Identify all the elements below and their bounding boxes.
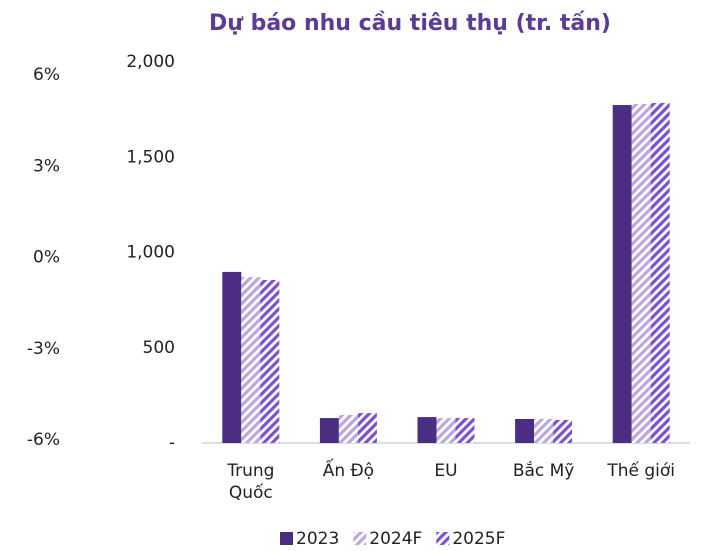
x-tick-label: EU (434, 461, 458, 481)
legend-label: 2024F (369, 529, 422, 549)
bar (357, 413, 377, 443)
bar (260, 279, 280, 443)
y2-tick-label: 3% (33, 156, 60, 176)
bar (436, 418, 456, 443)
bar (417, 417, 437, 443)
bar (553, 419, 573, 443)
bar (631, 103, 651, 443)
legend-label: 2025F (452, 529, 505, 549)
y-tick-label: 2,000 (126, 52, 175, 72)
bar (612, 105, 632, 443)
bar (338, 414, 358, 443)
y2-tick-label: -6% (27, 430, 60, 450)
y-tick-label: - (169, 433, 175, 453)
bar (650, 102, 670, 444)
y2-tick-label: -3% (27, 339, 60, 359)
chart-title: Dự báo nhu cầu tiêu thụ (tr. tấn) (209, 11, 611, 36)
bar (515, 418, 535, 443)
y-tick-label: 1,000 (126, 243, 175, 263)
bar (455, 418, 475, 443)
x-tick-label: Thế giới (607, 461, 676, 481)
bar (534, 418, 554, 443)
legend-swatch (280, 532, 293, 545)
legend-swatch (436, 532, 450, 545)
y2-tick-label: 0% (33, 248, 60, 268)
bar (319, 418, 339, 443)
y-tick-label: 500 (143, 338, 175, 358)
x-tick-label: Bắc Mỹ (512, 461, 575, 481)
bar (222, 271, 242, 443)
legend-swatch (353, 532, 367, 545)
x-tick-label: Ấn Độ (322, 461, 375, 481)
bar (241, 277, 261, 443)
y2-tick-label: 6% (33, 65, 60, 85)
legend-label: 2023 (296, 529, 339, 549)
x-tick-label: Trung Quốc (227, 461, 275, 503)
y-tick-label: 1,500 (126, 147, 175, 167)
